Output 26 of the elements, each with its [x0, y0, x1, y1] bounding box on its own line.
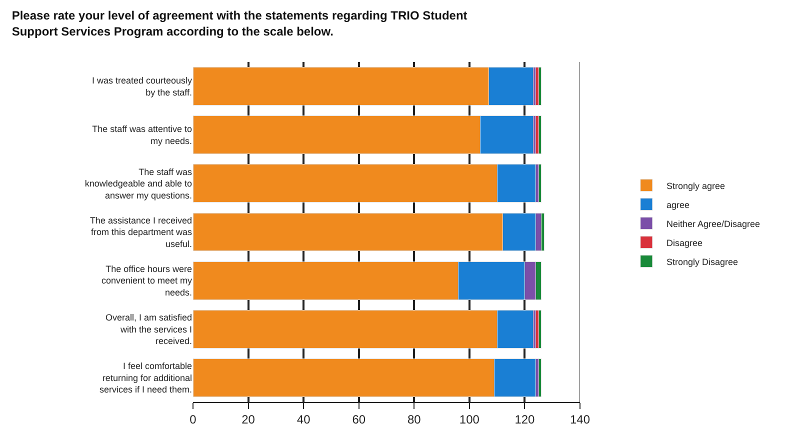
legend-label: Neither Agree/Disagree: [666, 218, 760, 229]
y-tick-label: The assistance I received from this department was useful.: [90, 215, 192, 249]
bar: [538, 116, 542, 154]
y-tick-label: The office hours were convenient to meet my needs.: [101, 264, 192, 298]
bar: [538, 164, 542, 203]
legend-label: Strongly Disagree: [666, 256, 738, 267]
bar: [538, 358, 542, 397]
x-tick-label: 100: [459, 412, 480, 426]
chart-title: Please rate your level of agreement with the statements regarding TRIO Student Support Services Program according to the scale below.: [12, 8, 468, 38]
x-tick-label: 20: [242, 412, 256, 426]
y-tick-label: The staff was attentive to my needs.: [92, 124, 192, 146]
x-tick-label: 140: [570, 412, 590, 426]
x-tick-label: 0: [190, 412, 197, 426]
y-tick-label: Overall, I am satisfied with the services I received.: [105, 312, 192, 346]
legend-label: Strongly agree: [666, 180, 725, 191]
x-tick-label: 80: [407, 412, 422, 426]
bar: [538, 67, 542, 106]
x-tick-label: 120: [514, 412, 536, 426]
y-tick-label: I was treated courteously by the staff.: [92, 76, 192, 98]
bar: [538, 310, 542, 348]
x-tick-label: 60: [352, 412, 366, 426]
legend-label: agree: [666, 200, 690, 210]
y-tick-label: The staff was knowledgeable and able to answer my questions.: [84, 166, 192, 200]
x-tick-label: 40: [296, 412, 311, 426]
legend-label: Disagree: [666, 238, 702, 248]
y-tick-label: I feel comfortable returning for additional services if I need them.: [99, 361, 192, 395]
